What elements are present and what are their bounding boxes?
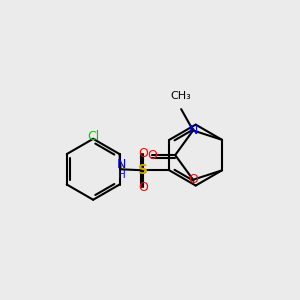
Text: S: S bbox=[138, 163, 148, 177]
Text: N: N bbox=[117, 158, 126, 171]
Text: H: H bbox=[118, 170, 125, 180]
Text: O: O bbox=[139, 181, 148, 194]
Text: N: N bbox=[188, 124, 198, 137]
Text: Cl: Cl bbox=[87, 130, 99, 143]
Text: CH₃: CH₃ bbox=[171, 92, 191, 101]
Text: O: O bbox=[188, 173, 198, 186]
Text: O: O bbox=[147, 148, 157, 162]
Text: O: O bbox=[139, 147, 148, 160]
